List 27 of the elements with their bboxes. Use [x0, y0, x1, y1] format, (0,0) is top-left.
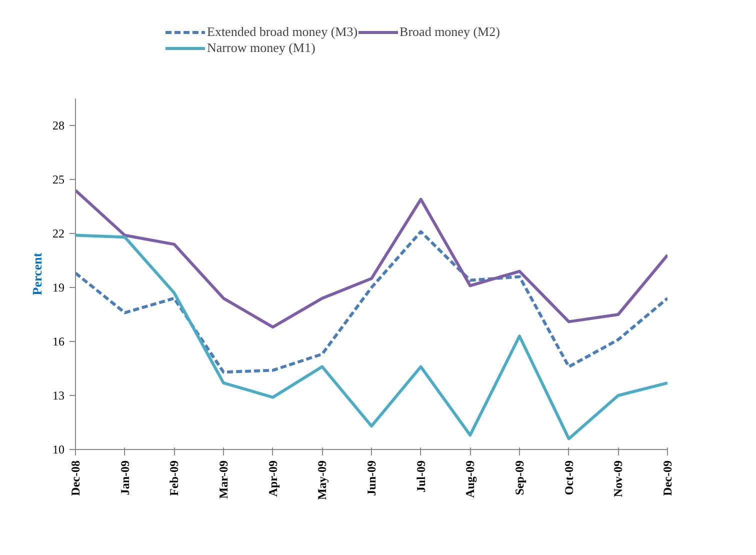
legend-label: Narrow money (M1) [207, 40, 316, 56]
x-tick-label: Jan-09 [118, 460, 132, 496]
x-tick-label: Aug-09 [463, 460, 478, 498]
y-tick-label: 25 [52, 172, 64, 186]
y-axis-title: Percent [30, 252, 44, 296]
x-tick-label: Dec-08 [68, 460, 82, 496]
y-tick-label: 16 [52, 334, 64, 348]
x-tick-label: Sep-09 [512, 460, 526, 496]
x-tick-label: Jul-09 [414, 460, 428, 493]
y-tick-label: 13 [52, 388, 64, 402]
y-tick-label: 28 [52, 118, 64, 132]
line-series [76, 234, 668, 440]
x-tick-label: Apr-09 [266, 460, 280, 497]
y-tick-label: 22 [52, 226, 64, 240]
x-tick-label: Dec-09 [660, 460, 674, 496]
line-series [76, 188, 668, 329]
legend-label: Extended broad money (M3) [207, 24, 358, 40]
legend-label: Broad money (M2) [400, 24, 500, 40]
line-series [76, 230, 668, 374]
y-tick-label: 10 [52, 442, 64, 456]
x-tick-label: May-09 [315, 460, 330, 500]
x-tick-label: Feb-09 [167, 460, 182, 496]
x-tick-label: Mar-09 [216, 460, 230, 499]
y-tick-label: 19 [52, 280, 64, 294]
x-tick-label: Oct-09 [562, 460, 576, 496]
x-tick-label: Jun-09 [364, 460, 378, 496]
x-tick-label: Nov-09 [611, 460, 626, 498]
